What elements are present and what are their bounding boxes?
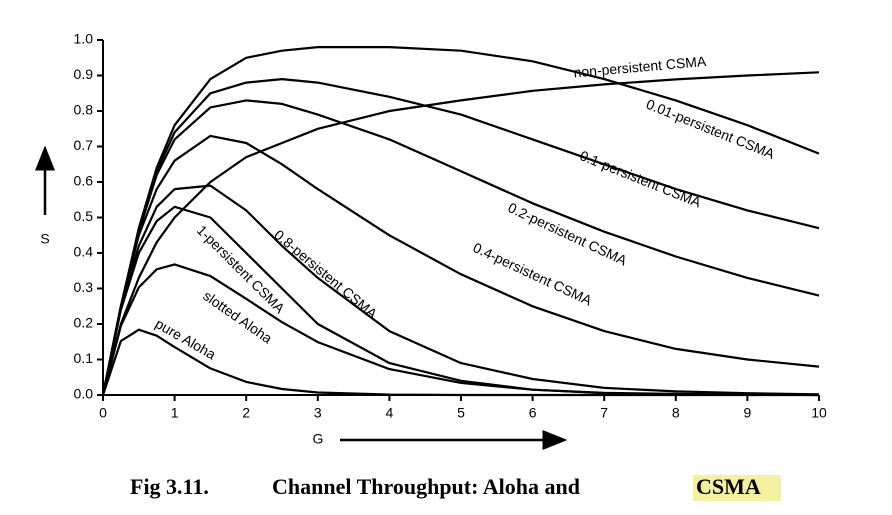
x-tick-label: 4 bbox=[386, 405, 394, 421]
y-tick-label: 0.8 bbox=[74, 102, 94, 118]
x-tick-label: 1 bbox=[171, 405, 179, 421]
y-tick-label: 1.0 bbox=[74, 31, 94, 47]
x-tick-label: 2 bbox=[242, 405, 250, 421]
series-line bbox=[101, 263, 820, 396]
y-tick-label: 0.1 bbox=[74, 350, 94, 366]
series-label: 0.4-persistent CSMA bbox=[471, 239, 595, 308]
x-axis-label: G bbox=[313, 431, 324, 447]
x-tick-label: 5 bbox=[457, 405, 465, 421]
series-label: 0.8-persistent CSMA bbox=[271, 226, 381, 322]
series-label: 0.1-persistent CSMA bbox=[578, 147, 704, 210]
caption-number: Fig 3.11. bbox=[130, 474, 209, 499]
x-tick-label: 3 bbox=[314, 405, 322, 421]
y-tick-label: 0.6 bbox=[74, 173, 94, 189]
x-tick-label: 6 bbox=[529, 405, 537, 421]
y-axis-label: S bbox=[40, 231, 49, 247]
series-line bbox=[101, 134, 820, 396]
caption-highlight: CSMA bbox=[696, 474, 761, 499]
y-tick-label: 0.3 bbox=[74, 279, 94, 295]
y-tick-label: 0.7 bbox=[74, 137, 94, 153]
y-tick-label: 0.0 bbox=[74, 386, 94, 402]
highlight bbox=[693, 475, 781, 501]
y-tick-label: 0.5 bbox=[74, 208, 94, 224]
y-tick-label: 0.9 bbox=[74, 66, 94, 82]
caption-text: Channel Throughput: Aloha and bbox=[272, 474, 580, 499]
series-line bbox=[101, 71, 820, 396]
y-tick-label: 0.4 bbox=[74, 244, 94, 260]
series-line bbox=[101, 328, 819, 397]
x-tick-label: 0 bbox=[99, 405, 107, 421]
x-tick-label: 8 bbox=[672, 405, 680, 421]
series-line bbox=[101, 184, 820, 396]
x-tick-label: 7 bbox=[600, 405, 608, 421]
x-tick-label: 10 bbox=[811, 405, 827, 421]
y-tick-label: 0.2 bbox=[74, 315, 94, 331]
series-line bbox=[101, 99, 820, 396]
x-tick-label: 9 bbox=[744, 405, 752, 421]
